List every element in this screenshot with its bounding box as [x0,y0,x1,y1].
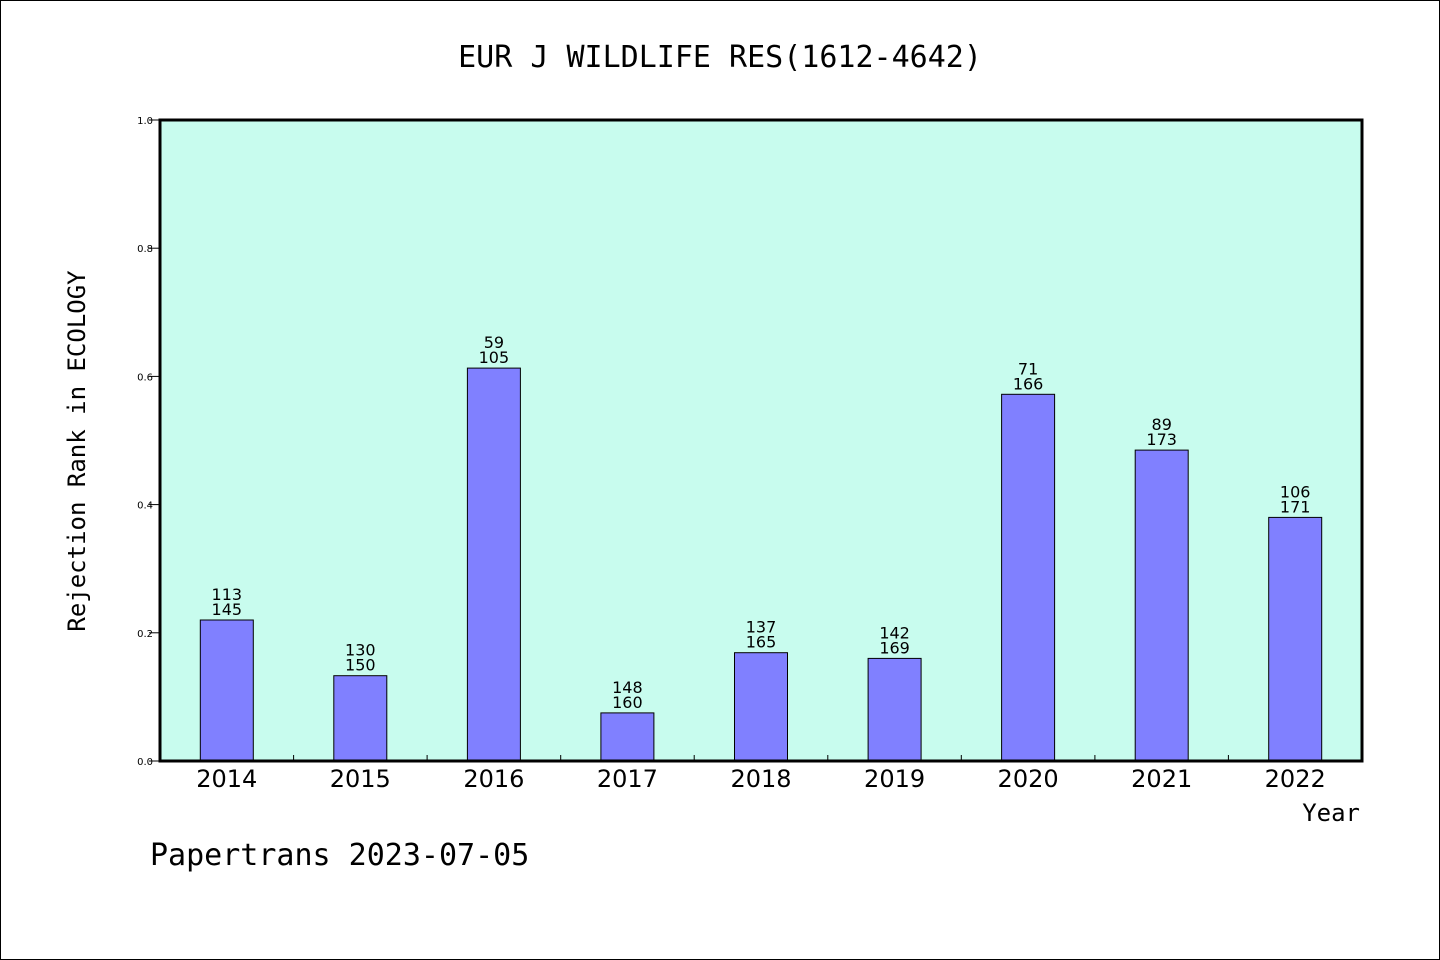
bar-2015 [333,675,388,762]
bar-label-top-2020: 71 [1018,359,1038,378]
y-axis-label: Rejection Rank in ECOLOGY [63,270,91,632]
y-tick-label-1.0: 1.0 [137,116,153,127]
bar-2014 [199,619,254,762]
chart-title: EUR J WILDLIFE RES(1612-4642) [458,40,982,75]
x-tick-label-2021: 2021 [1131,765,1192,793]
bar-2016 [466,367,521,762]
x-tick-label-2015: 2015 [330,765,391,793]
x-axis: 2014 2015 2016 2017 2018 2019 2020 2021 2022 [196,755,1326,793]
bar-2022 [1268,516,1323,762]
y-tick-label-0.2: 0.2 [137,629,153,640]
bar-2019 [867,657,922,762]
bar-label-top-2014: 113 [212,585,243,604]
bar-label-bottom-2019: 169 [879,638,910,657]
x-tick-label-2020: 2020 [998,765,1059,793]
bar-label-top-2018: 137 [746,618,777,637]
bars-layer [199,367,1323,762]
x-tick-label-2018: 2018 [730,765,791,793]
plot-frame [158,118,1364,763]
bar-label-bottom-2021: 173 [1146,430,1177,449]
bar-2021 [1134,449,1189,762]
bar-2020 [1001,393,1056,762]
bar-2017 [600,712,655,762]
bar-2018 [734,652,788,762]
bar-label-bottom-2020: 166 [1013,374,1044,393]
y-axis: 0.0 0.2 0.4 0.6 0.8 1.0 [137,116,160,768]
y-tick-label-0.6: 0.6 [137,372,153,383]
bar-label-top-2017: 148 [612,678,643,697]
bar-label-top-2015: 130 [345,641,376,660]
x-tick-label-2019: 2019 [864,765,925,793]
bar-label-bottom-2017: 160 [612,693,643,712]
bar-label-bottom-2014: 145 [212,600,243,619]
x-tick-label-2016: 2016 [463,765,524,793]
bar-label-bottom-2018: 165 [746,633,777,652]
x-axis-label: Year [1302,799,1360,827]
x-tick-label-2014: 2014 [196,765,257,793]
bar-label-top-2019: 142 [879,623,910,642]
bar-label-top-2016: 59 [484,333,504,352]
y-tick-label-0.8: 0.8 [137,244,153,255]
bar-label-bottom-2015: 150 [345,656,376,675]
bar-label-bottom-2022: 171 [1280,497,1311,516]
bar-label-top-2021: 89 [1152,415,1172,434]
bar-label-bottom-2016: 105 [479,348,510,367]
y-tick-label-0.4: 0.4 [137,501,153,512]
footer-text: Papertrans 2023-07-05 [150,838,529,873]
bar-label-top-2022: 106 [1280,482,1311,501]
y-tick-label-0.0: 0.0 [137,757,153,768]
x-tick-label-2022: 2022 [1265,765,1326,793]
x-tick-label-2017: 2017 [597,765,658,793]
